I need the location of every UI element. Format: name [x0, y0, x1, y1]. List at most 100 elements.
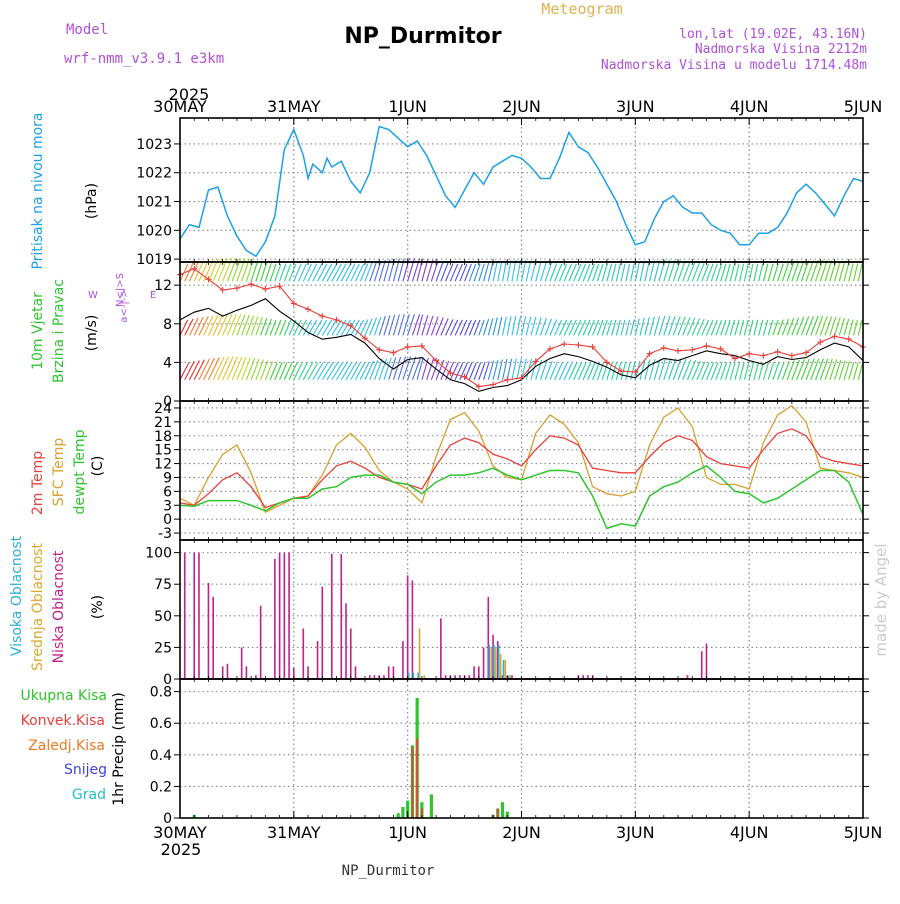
wind-barb-stroke [312, 319, 323, 336]
wind-barb-stroke [369, 261, 378, 282]
wind-barb-stroke [355, 319, 365, 336]
y-tick-label: 1022 [136, 166, 172, 182]
low-cloud-bar [482, 647, 485, 679]
wind-barb-stroke [279, 362, 288, 380]
wind-barb-stroke [245, 315, 255, 336]
wind-gust-marker [475, 383, 482, 390]
wind-barb-stroke [682, 316, 691, 336]
wind-barb-stroke [577, 319, 587, 336]
wind-barb-stroke [321, 319, 333, 336]
wind-barb-stroke [345, 263, 356, 282]
wind-barb-stroke [307, 263, 318, 282]
low-cloud-bar [582, 675, 584, 679]
wind-barb-stroke [373, 316, 382, 336]
wind-barb-stroke [549, 361, 558, 380]
wind-barb-stroke [336, 263, 347, 282]
low-cloud-bar [278, 552, 281, 679]
low-cloud-bar [354, 666, 357, 679]
wind-barb-stroke [188, 317, 199, 336]
wind-barb-stroke [544, 318, 553, 336]
wind-barb-stroke [625, 319, 631, 336]
wind-barb-stroke [539, 261, 547, 282]
wind-barb-stroke [520, 260, 527, 282]
wind-barb-stroke [188, 360, 200, 381]
wind-barb-stroke [359, 319, 369, 336]
wind-barb-stroke [834, 359, 842, 380]
wind-barb-stroke [686, 261, 696, 282]
y-tick-label: 12 [154, 457, 172, 473]
wind-barb-stroke [767, 263, 774, 282]
wind-barb-stroke [758, 319, 764, 336]
wind-barb-stroke [838, 360, 846, 380]
wind-barb-stroke [530, 260, 537, 282]
wind-barb-stroke [753, 319, 759, 336]
wind-gust-marker [731, 355, 738, 362]
high-cloud-bar [412, 672, 415, 679]
elevation-label: Nadmorska Visina 2212m [695, 42, 867, 57]
axis-ticks: 30MAY 30MAY 31MAY 31MAY 1JUN 1JUN 2JUN 2JUN 3JUN… [136, 97, 882, 842]
low-cloud-bar [587, 675, 589, 679]
wind-barb-stroke [331, 319, 342, 336]
wind-barb-stroke [691, 360, 701, 380]
wind-gust-marker [589, 343, 596, 350]
wind-barb-stroke [250, 358, 260, 380]
wind-barb-stroke [639, 317, 645, 336]
high-cloud-axis-title: Visoka Oblacnost [9, 535, 25, 656]
low-cloud-bar [368, 675, 371, 679]
subtitle: Meteogram [541, 0, 622, 18]
wind-barb-stroke [302, 319, 312, 336]
wind-gust-marker [262, 286, 269, 293]
wind-barb-stroke [677, 358, 687, 380]
wind-barb-stroke [729, 319, 736, 336]
wind-barb-stroke [430, 316, 439, 336]
wind-barb-stroke [843, 262, 850, 282]
wind-barb-stroke [350, 362, 362, 381]
plot-series [177, 125, 866, 818]
wind-barb-stroke [359, 263, 369, 282]
wind-barb-stroke [217, 356, 230, 380]
wind-barb-stroke [620, 263, 626, 282]
wind-barb-stroke [781, 262, 790, 282]
footer-station: NP_Durmitor [342, 863, 435, 879]
wind-barb-stroke [383, 259, 391, 282]
pressure-axis-title: Pritisak na nivou mora [30, 112, 46, 269]
y-tick-label: 9 [163, 470, 172, 486]
wind-barb-stroke [758, 362, 764, 380]
wind-barb-stroke [283, 362, 293, 380]
wind-barb-stroke [601, 319, 608, 336]
low-cloud-bar [293, 667, 295, 679]
wind-barb-stroke [587, 362, 596, 380]
wind-barb-stroke [639, 261, 645, 282]
wind-barb-stroke [207, 314, 219, 336]
wind-barb-stroke [573, 263, 582, 282]
wind-gust-marker [404, 343, 411, 350]
wind-barb-stroke [777, 319, 784, 336]
wind-barb-stroke [587, 263, 595, 282]
wind-barb-stroke [762, 362, 770, 380]
low-cloud-bar [468, 675, 471, 679]
wind-barb-stroke [582, 263, 591, 282]
wind-barb-stroke [373, 359, 383, 380]
x-tick-label-top: 3JUN [616, 97, 655, 116]
wind-barb-stroke [364, 360, 374, 380]
low-cloud-bar [349, 628, 352, 679]
wind-barb-stroke [288, 319, 297, 336]
wind-barb-stroke [705, 263, 714, 282]
wind-barb-stroke [416, 357, 424, 380]
wind-barb-stroke [331, 362, 344, 381]
wind-barb-stroke [298, 362, 309, 381]
wind-barb-stroke [440, 360, 450, 380]
y-tick-label: 100 [145, 546, 172, 562]
wind-barb-stroke [762, 319, 769, 336]
wind-barb-stroke [710, 362, 719, 380]
model-name: wrf-nmm_v3.9.1 e3km [64, 51, 224, 67]
y-tick-label: 15 [154, 443, 172, 459]
wind-barb-stroke [649, 260, 655, 282]
wind-barb-stroke [601, 263, 608, 282]
wind-barb-stroke [729, 263, 736, 282]
low-cloud-bar [330, 553, 333, 679]
x-tick-label-top: 31MAY [267, 97, 321, 116]
high-cloud-bar [417, 672, 419, 679]
wind-barb-stroke [516, 358, 522, 380]
